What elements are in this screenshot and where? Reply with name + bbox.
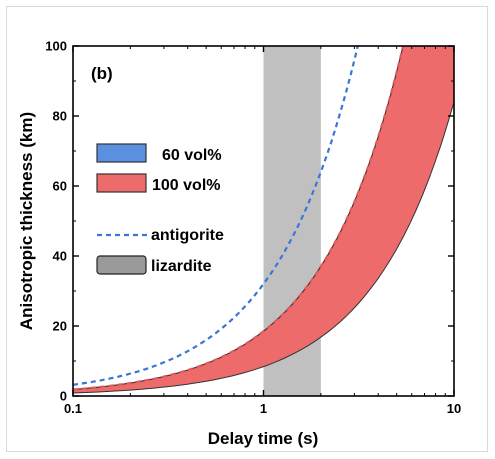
- legend-swatch-lizardite: [96, 255, 147, 275]
- panel-label: (b): [91, 64, 113, 83]
- legend-label-100-vol: 100 vol%: [152, 177, 220, 194]
- legend-label-lizardite: lizardite: [151, 258, 212, 275]
- legend-label-antigorite: antigorite: [151, 227, 224, 244]
- y-tick-label: 0: [60, 389, 67, 404]
- legend-label-60-vol: 60 vol%: [162, 147, 222, 164]
- band-100-vol: [73, 46, 454, 393]
- x-tick-label: 0.1: [64, 401, 82, 416]
- x-tick-label: 1: [260, 401, 267, 416]
- x-tick-label: 10: [447, 401, 461, 416]
- y-tick-label: 80: [53, 109, 67, 124]
- y-axis-title: Anisotropic thickness (km): [17, 112, 36, 330]
- dashed-line-antigorite-2: [73, 46, 405, 391]
- y-tick-label: 60: [53, 179, 67, 194]
- band-100-vol-lower-edge: [73, 101, 454, 394]
- y-tick-label: 20: [53, 319, 67, 334]
- y-tick-label: 40: [53, 249, 67, 264]
- dashed-line-antigorite-1: [73, 46, 359, 386]
- legend-swatch-100-vol: [96, 173, 147, 193]
- legend-swatch-60-vol: [96, 143, 147, 163]
- y-tick-label: 100: [45, 39, 67, 54]
- chart-frame: [6, 6, 488, 452]
- x-axis-title: Delay time (s): [208, 429, 319, 448]
